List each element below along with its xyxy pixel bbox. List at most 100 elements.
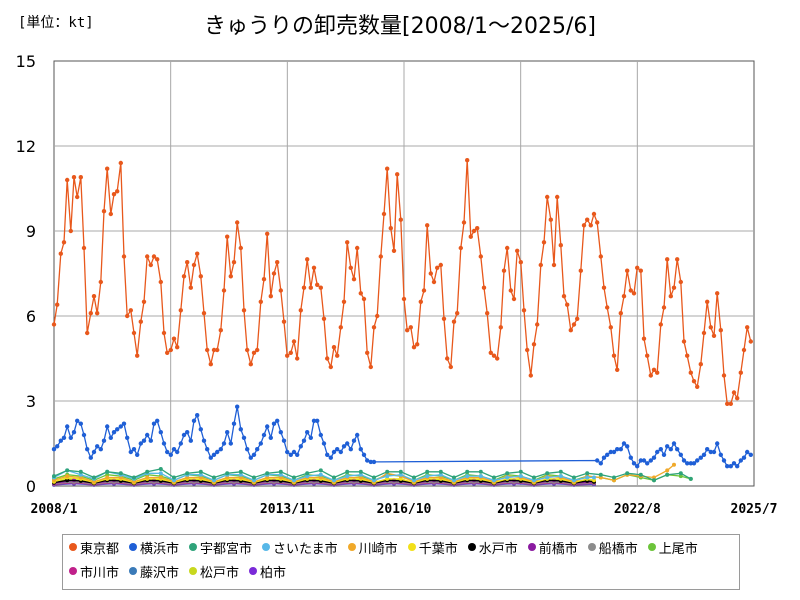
data-point — [431, 279, 437, 285]
data-point — [175, 449, 180, 455]
data-point — [671, 441, 677, 446]
data-point — [628, 288, 633, 293]
data-point — [265, 471, 270, 476]
data-point — [388, 226, 393, 231]
data-point — [321, 441, 327, 446]
data-point — [281, 319, 287, 324]
data-point — [471, 228, 477, 234]
data-point — [372, 478, 376, 483]
data-point — [711, 333, 717, 338]
data-point — [185, 475, 190, 480]
data-point — [221, 288, 227, 293]
data-point — [165, 350, 170, 355]
data-point — [298, 308, 303, 313]
data-point — [708, 449, 713, 455]
legend-item: 上尾市 — [647, 538, 698, 557]
data-point — [355, 245, 360, 251]
data-point — [151, 421, 157, 426]
data-point — [108, 435, 114, 440]
data-point — [131, 447, 137, 452]
legend-item: 東京都 — [69, 538, 119, 557]
y-tick-label: 3 — [26, 392, 36, 411]
legend-label: さいたま市 — [273, 541, 338, 557]
data-point — [668, 294, 673, 299]
data-point — [251, 350, 257, 355]
data-point — [538, 262, 543, 268]
data-point — [278, 475, 283, 480]
data-point — [371, 459, 377, 465]
data-point — [608, 325, 613, 330]
data-point — [238, 245, 243, 251]
data-point — [301, 438, 307, 443]
legend-swatch — [129, 543, 138, 551]
legend-swatch — [527, 543, 536, 551]
data-point — [511, 296, 517, 302]
data-point — [715, 291, 720, 296]
data-point — [498, 325, 503, 330]
data-point — [91, 449, 97, 455]
data-point — [105, 469, 110, 474]
data-point — [135, 353, 140, 358]
data-point — [578, 268, 583, 273]
x-tick-label: 2016/10 — [377, 502, 432, 517]
data-point — [452, 478, 456, 483]
data-point — [231, 421, 237, 426]
data-point — [201, 311, 207, 316]
data-point — [55, 302, 60, 307]
data-point — [508, 288, 513, 293]
legend-swatch — [262, 543, 271, 551]
data-point — [65, 468, 70, 473]
data-point — [198, 427, 203, 432]
data-point — [358, 291, 363, 296]
data-point — [391, 248, 397, 253]
data-point — [698, 362, 703, 367]
data-point — [265, 424, 270, 429]
data-point — [705, 299, 710, 304]
data-point — [132, 475, 136, 480]
data-point — [491, 353, 497, 358]
data-point — [78, 421, 84, 426]
data-point — [252, 475, 256, 480]
legend-item: 水戸市 — [467, 538, 518, 557]
data-point — [135, 452, 140, 457]
data-point — [671, 285, 677, 290]
data-point — [598, 254, 603, 259]
data-point — [121, 421, 127, 426]
data-point — [701, 452, 707, 457]
data-point — [378, 254, 383, 259]
data-point — [318, 432, 323, 438]
data-point — [568, 328, 573, 333]
data-point — [195, 251, 200, 256]
data-point — [65, 424, 70, 429]
data-point — [168, 452, 173, 457]
x-tick-label: 2022/8 — [614, 502, 661, 517]
data-point — [691, 461, 697, 466]
data-point — [495, 356, 500, 361]
data-point — [52, 478, 56, 483]
data-point — [695, 384, 700, 389]
data-point — [625, 268, 630, 273]
data-point — [398, 469, 403, 474]
data-point — [341, 299, 347, 304]
data-point — [635, 464, 640, 469]
legend-item: 藤沢市 — [129, 562, 179, 581]
data-point — [425, 469, 430, 474]
data-point — [678, 471, 683, 476]
data-point — [311, 265, 317, 270]
data-point — [218, 328, 223, 333]
data-point — [661, 305, 667, 310]
data-point — [518, 469, 523, 474]
data-point — [198, 469, 203, 474]
data-point — [725, 464, 730, 469]
data-point — [278, 469, 283, 474]
data-point — [172, 475, 176, 480]
data-point — [198, 472, 203, 477]
data-point — [541, 240, 547, 245]
series-line — [53, 481, 595, 485]
data-point — [592, 478, 596, 483]
data-point — [81, 432, 87, 438]
data-point — [328, 364, 333, 370]
data-point — [468, 234, 473, 239]
data-point — [695, 458, 700, 463]
data-point — [275, 260, 280, 265]
